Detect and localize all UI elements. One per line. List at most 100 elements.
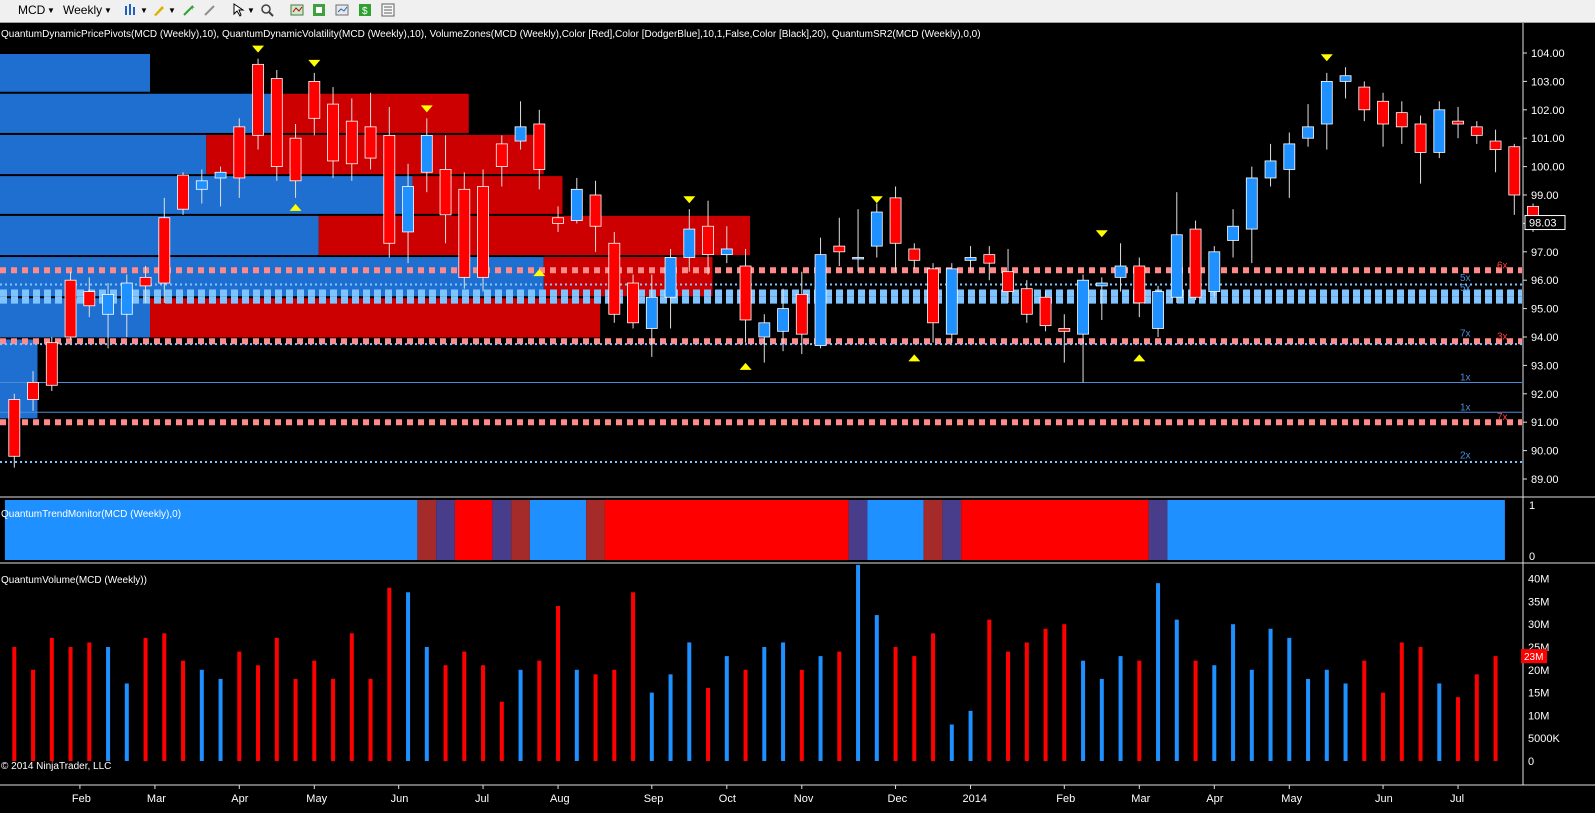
candle — [1489, 129, 1502, 173]
trend-axis-label: 0 — [1529, 551, 1535, 563]
candle — [964, 246, 977, 272]
candle — [570, 177, 583, 224]
dollar-icon[interactable]: $ — [358, 3, 372, 17]
trend-monitor-layer — [4, 500, 1505, 560]
add-indicator-icon[interactable]: + — [182, 3, 196, 17]
candle-body — [1320, 81, 1333, 125]
candle-body — [608, 242, 621, 315]
volume-bar — [256, 665, 261, 761]
price-tick-label: 93.00 — [1531, 360, 1559, 372]
interval-selector[interactable]: Weekly — [63, 3, 103, 17]
candle-body — [814, 254, 827, 346]
svg-text:$: $ — [362, 6, 368, 17]
candle-body — [139, 276, 152, 287]
candle — [908, 243, 921, 269]
candle — [1002, 248, 1014, 303]
volume-bar — [949, 724, 954, 761]
price-tick-label: 97.00 — [1531, 247, 1559, 259]
volume-bar — [274, 637, 279, 761]
interval-dropdown-arrow-icon[interactable]: ▼ — [104, 6, 112, 15]
last-price-label: 98.03 — [1529, 218, 1557, 230]
trend-segment-mixed_red — [511, 500, 530, 560]
candle — [495, 135, 508, 187]
candle-body — [739, 265, 752, 321]
price-tick-label: 92.00 — [1531, 389, 1559, 401]
x-tick-label: Nov — [794, 793, 814, 805]
volume-bar — [1324, 669, 1329, 761]
instrument-selector[interactable]: MCD — [18, 3, 46, 17]
remove-indicator-icon[interactable] — [203, 3, 217, 17]
candle-body — [702, 225, 714, 256]
price-tick-label: 91.00 — [1531, 417, 1559, 429]
cursor-icon[interactable] — [232, 3, 246, 17]
candle — [627, 274, 639, 329]
cursor-dropdown-icon[interactable]: ▼ — [247, 6, 255, 15]
data-box-icon[interactable] — [381, 3, 395, 17]
trend-segment-mixed_blue — [492, 500, 512, 560]
x-tick-label: Aug — [550, 793, 570, 805]
candle-body — [683, 228, 696, 258]
candle-body — [1245, 177, 1258, 230]
price-tick-label: 95.00 — [1531, 304, 1559, 316]
trend-panel-header: QuantumTrendMonitor(MCD (Weekly),0) — [1, 509, 181, 520]
volume-bar — [312, 660, 317, 761]
pivot-markers-layer — [252, 45, 1333, 370]
candle-body — [8, 399, 21, 457]
bar-style-icon[interactable] — [124, 3, 138, 17]
candle — [683, 209, 696, 272]
volume-bar — [1081, 660, 1086, 761]
trend-segment-mixed_blue — [942, 500, 962, 560]
volume-bar — [424, 647, 429, 761]
candle — [983, 246, 996, 281]
drawing-pencil-icon[interactable] — [152, 3, 166, 17]
price-tick-label: 102.00 — [1531, 105, 1565, 117]
chart-properties-icon[interactable] — [312, 3, 326, 17]
trend-segment-down — [454, 500, 493, 560]
pivot-low-marker — [1133, 354, 1146, 362]
zoom-icon[interactable] — [260, 3, 274, 17]
candle — [870, 203, 883, 258]
chart-trader-icon[interactable] — [335, 3, 349, 17]
volume-tick-label: 5000K — [1528, 733, 1560, 745]
candle — [852, 209, 864, 272]
candle-body — [1283, 143, 1296, 170]
volume-bar — [368, 678, 373, 761]
candle — [758, 314, 771, 363]
price-tick-label: 103.00 — [1531, 76, 1565, 88]
candle — [1245, 166, 1258, 264]
candle-body — [570, 188, 583, 221]
drawing-dropdown-icon[interactable]: ▼ — [168, 6, 176, 15]
candle — [420, 118, 433, 193]
candle-body — [795, 293, 808, 335]
volume-bar — [818, 656, 823, 761]
candle — [1452, 106, 1464, 139]
candle-body — [327, 103, 339, 162]
trend-segment-mixed_blue — [848, 500, 868, 560]
strategy-icon[interactable] — [290, 3, 304, 17]
candle — [777, 288, 789, 352]
bar-style-dropdown-icon[interactable]: ▼ — [140, 6, 148, 15]
x-tick-label: May — [1281, 793, 1302, 805]
candle-body — [514, 126, 527, 142]
volume-bar — [1268, 628, 1273, 761]
x-tick-label: Sep — [644, 793, 664, 805]
x-tick-label: Jun — [391, 793, 409, 805]
volume-bars-layer — [12, 564, 1498, 761]
candle-body — [252, 63, 264, 136]
volume-bar — [1156, 583, 1161, 761]
candle-body — [1095, 282, 1108, 287]
candle — [1377, 92, 1389, 147]
volume-bar — [1249, 669, 1254, 761]
volume-bar — [1024, 642, 1029, 761]
candle-body — [495, 143, 508, 167]
volume-bar — [12, 647, 17, 761]
candle — [139, 266, 152, 303]
trend-segment-down — [604, 500, 849, 560]
instrument-dropdown-arrow-icon[interactable]: ▼ — [47, 6, 55, 15]
candle — [1020, 280, 1033, 323]
candle-body — [1395, 112, 1408, 128]
candle — [158, 197, 171, 303]
candle — [589, 180, 602, 252]
volume-bar — [743, 669, 748, 761]
